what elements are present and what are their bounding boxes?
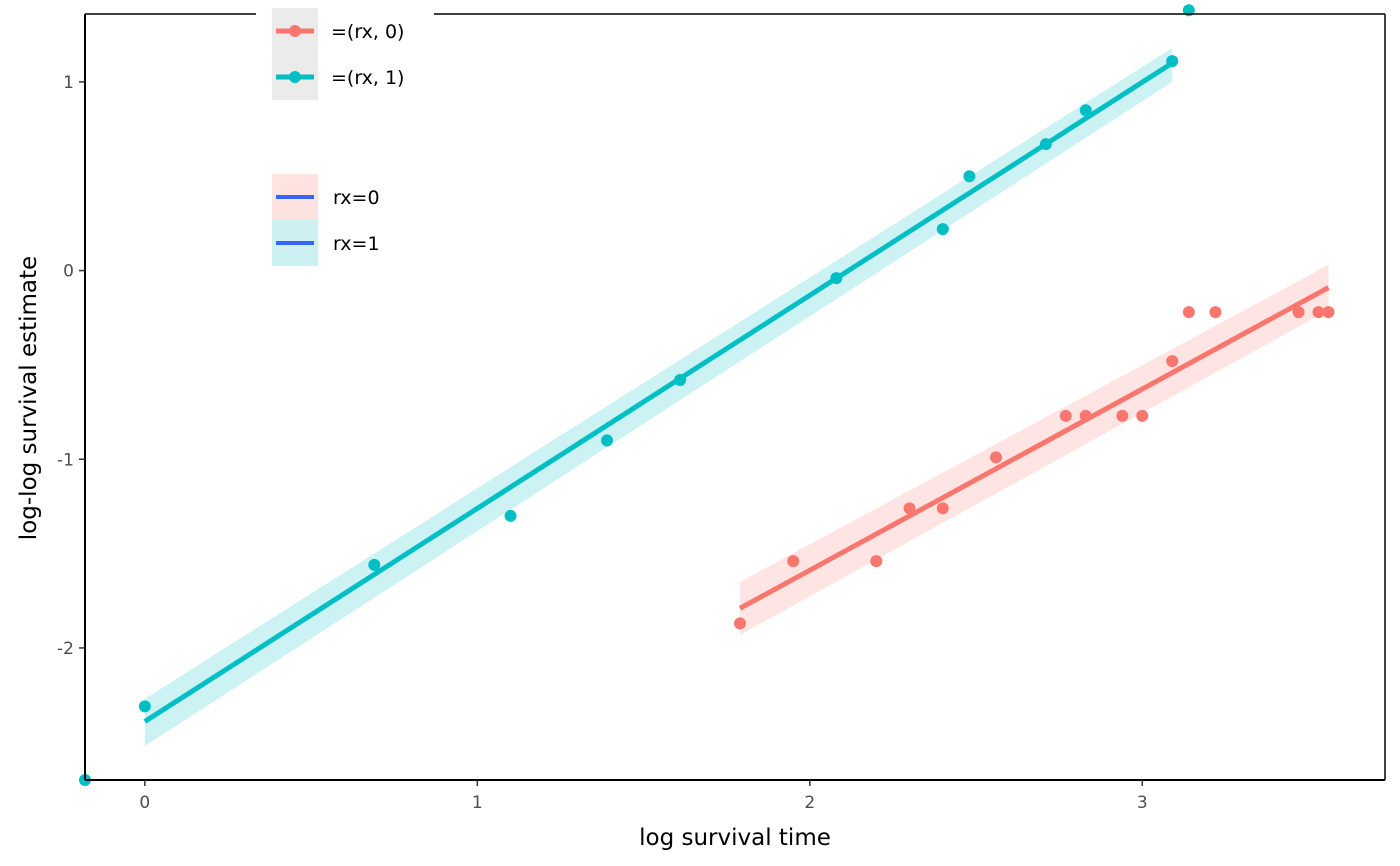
fit-line-1 <box>143 60 1174 724</box>
data-point <box>870 555 883 568</box>
data-point <box>830 272 843 285</box>
data-point <box>674 374 687 387</box>
y-axis-title: log-log survival estimate <box>16 256 42 540</box>
x-tick-label: 2 <box>804 793 815 813</box>
legend-label: rx=0 <box>333 187 380 209</box>
data-point <box>989 451 1002 464</box>
y-tick-label: -1 <box>57 450 74 470</box>
data-point <box>1059 409 1072 422</box>
data-point <box>138 700 151 713</box>
legend-key-point <box>289 25 301 37</box>
legend-label: =(rx, 1) <box>331 67 404 89</box>
data-point <box>963 170 976 183</box>
legend-key-point <box>289 71 301 83</box>
data-points <box>79 4 1335 786</box>
data-point <box>368 558 381 571</box>
x-tick-label: 0 <box>139 793 150 813</box>
data-point <box>733 617 746 630</box>
y-tick-label: 1 <box>63 73 74 93</box>
legend-label: =(rx, 0) <box>331 21 404 43</box>
x-tick-label: 3 <box>1137 793 1148 813</box>
data-point <box>1116 409 1129 422</box>
fit-line-0 <box>738 285 1330 611</box>
data-point <box>1182 306 1195 319</box>
data-point <box>1166 355 1179 368</box>
data-point <box>1292 306 1305 319</box>
fit-lines <box>143 60 1330 724</box>
data-point <box>936 223 949 236</box>
data-point <box>1182 4 1195 17</box>
data-point <box>1136 409 1149 422</box>
data-point <box>1312 306 1325 319</box>
data-point <box>1166 55 1179 68</box>
data-point <box>1039 138 1052 151</box>
data-point <box>1079 104 1092 117</box>
data-point <box>600 434 613 447</box>
x-axis-title: log survival time <box>639 825 831 851</box>
data-point <box>1322 306 1335 319</box>
plot-area <box>79 4 1335 786</box>
data-point <box>1209 306 1222 319</box>
x-tick-label: 1 <box>472 793 483 813</box>
legends: =(rx, 0) =(rx, 1) rx=0 rx=1 <box>256 4 434 266</box>
y-tick-label: -2 <box>57 639 74 659</box>
data-point <box>903 502 916 515</box>
confidence-band-1 <box>144 47 1173 747</box>
data-point <box>936 502 949 515</box>
y-tick-label: 0 <box>63 262 74 282</box>
legend-label: rx=1 <box>333 233 380 255</box>
data-point <box>1079 409 1092 422</box>
data-point <box>504 509 517 522</box>
data-point <box>787 555 800 568</box>
